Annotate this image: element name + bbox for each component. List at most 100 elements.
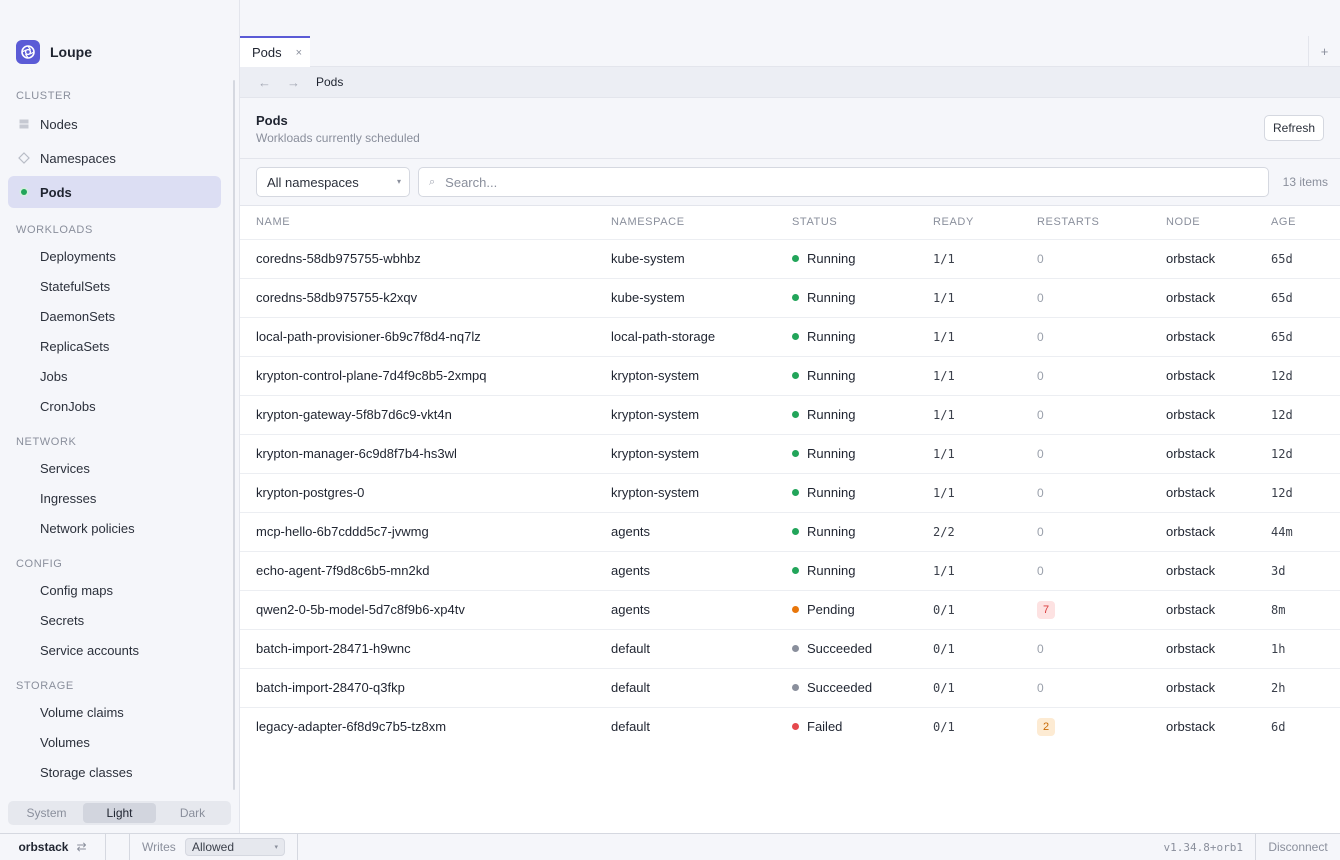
- pod-ready: 1/1: [917, 316, 1021, 356]
- pod-ready: 0/1: [917, 706, 1021, 746]
- sidebar-item-pods[interactable]: Pods: [8, 176, 221, 208]
- sidebar-item-nodes[interactable]: Nodes: [8, 108, 221, 140]
- sidebar-item-daemonsets[interactable]: DaemonSets: [8, 300, 221, 332]
- table-row[interactable]: qwen2-0-5b-model-5d7c8f9b6-xp4tv agents Pe…: [240, 589, 1340, 629]
- status-divider: [106, 834, 130, 860]
- table-row[interactable]: coredns-58db975755-wbhbz kube-system Runni…: [240, 238, 1340, 278]
- sidebar-item-label: Storage classes: [40, 764, 133, 780]
- sidebar-item-volume-claims[interactable]: Volume claims: [8, 696, 221, 728]
- pod-status: Running: [776, 238, 917, 278]
- status-divider: [297, 834, 298, 860]
- sidebar-item-ingresses[interactable]: Ingresses: [8, 482, 221, 514]
- sidebar-item-secrets[interactable]: Secrets: [8, 604, 221, 636]
- pod-ready: 0/1: [917, 628, 1021, 668]
- tab-pods[interactable]: Pods ×: [240, 36, 310, 67]
- table-row[interactable]: local-path-provisioner-6b9c7f8d4-nq7lz lo…: [240, 316, 1340, 356]
- table-row[interactable]: batch-import-28471-h9wnc default Succeeded…: [240, 628, 1340, 668]
- status-dot-icon: [792, 723, 799, 731]
- table-row[interactable]: mcp-hello-6b7cddd5c7-jvwmg agents Running 2…: [240, 511, 1340, 551]
- back-arrow-icon[interactable]: ←: [258, 74, 271, 90]
- disconnect-button[interactable]: Disconnect: [1255, 834, 1340, 860]
- column-header-name[interactable]: NAME: [256, 216, 291, 229]
- pod-ready: 1/1: [917, 433, 1021, 473]
- column-header-age[interactable]: AGE: [1271, 216, 1297, 229]
- sidebar-item-replicasets[interactable]: ReplicaSets: [8, 330, 221, 362]
- theme-option-light[interactable]: Light: [83, 803, 156, 823]
- sidebar-item-statefulsets[interactable]: StatefulSets: [8, 270, 221, 302]
- namespace-select[interactable]: All namespaces ▾: [256, 167, 410, 197]
- breadcrumb-current: Pods: [316, 75, 344, 89]
- theme-option-dark[interactable]: Dark: [179, 806, 206, 820]
- search-input[interactable]: ⌕ Search...: [418, 167, 1269, 197]
- pod-status: Running: [776, 316, 917, 356]
- pod-node: orbstack: [1150, 628, 1255, 668]
- status-dot-icon: [792, 489, 799, 497]
- pod-ready: 2/2: [917, 511, 1021, 551]
- namespace-select-value: All namespaces: [267, 174, 359, 190]
- pod-namespace: default: [595, 706, 776, 746]
- sidebar-item-network-policies[interactable]: Network policies: [8, 512, 221, 544]
- status-text: Running: [807, 251, 856, 266]
- writes-select[interactable]: Allowed ▾: [185, 838, 285, 856]
- pod-name: mcp-hello-6b7cddd5c7-jvwmg: [240, 511, 595, 551]
- sidebar-item-config-maps[interactable]: Config maps: [8, 574, 221, 606]
- table-row[interactable]: krypton-control-plane-7d4f9c8b5-2xmpq kry…: [240, 355, 1340, 395]
- pod-status: Running: [776, 472, 917, 512]
- restarts-badge: 2: [1037, 717, 1055, 736]
- status-dot-icon: [792, 567, 799, 575]
- column-header-status[interactable]: STATUS: [792, 216, 838, 229]
- pod-name: legacy-adapter-6f8d9c7b5-tz8xm: [240, 706, 595, 746]
- table-row[interactable]: krypton-postgres-0 krypton-system Running 1…: [240, 472, 1340, 512]
- table-row[interactable]: echo-agent-7f9d8c6b5-mn2kd agents Running 1…: [240, 550, 1340, 590]
- table-row[interactable]: coredns-58db975755-k2xqv kube-system Runni…: [240, 277, 1340, 317]
- pod-status: Succeeded: [776, 628, 917, 668]
- forward-arrow-icon[interactable]: →: [287, 74, 300, 90]
- refresh-button[interactable]: Refresh: [1264, 115, 1324, 141]
- sidebar-item-deployments[interactable]: Deployments: [8, 240, 221, 272]
- context-switcher[interactable]: orbstack ⇄: [0, 834, 106, 860]
- sidebar-item-service-accounts[interactable]: Service accounts: [8, 634, 221, 666]
- section-cluster: CLUSTER: [16, 90, 72, 102]
- pod-restarts: 0: [1021, 667, 1150, 707]
- sidebar-item-label: Network policies: [40, 520, 135, 536]
- sidebar-item-cronjobs[interactable]: CronJobs: [8, 390, 221, 422]
- sidebar-scrollbar[interactable]: [233, 80, 235, 790]
- version-text: v1.34.8+orb1: [1163, 840, 1243, 854]
- table-row[interactable]: legacy-adapter-6f8d9c7b5-tz8xm default Fai…: [240, 706, 1340, 746]
- pod-namespace: kube-system: [595, 277, 776, 317]
- pod-status: Succeeded: [776, 667, 917, 707]
- new-tab-button[interactable]: +: [1308, 36, 1340, 67]
- pod-age: 2h: [1255, 667, 1340, 707]
- sidebar-item-namespaces[interactable]: Namespaces: [8, 142, 221, 174]
- column-header-namespace[interactable]: NAMESPACE: [611, 216, 685, 229]
- pod-ready: 0/1: [917, 589, 1021, 629]
- section-storage: STORAGE: [16, 680, 74, 692]
- pod-node: orbstack: [1150, 238, 1255, 278]
- close-icon[interactable]: ×: [295, 46, 303, 59]
- sidebar-item-services[interactable]: Services: [8, 452, 221, 484]
- pod-namespace: agents: [595, 511, 776, 551]
- sidebar-nav: Loupe CLUSTER Nodes Namespaces Pods WORK…: [0, 0, 240, 793]
- table-row[interactable]: krypton-manager-6c9d8f7b4-hs3wl krypton-s…: [240, 433, 1340, 473]
- sidebar-item-jobs[interactable]: Jobs: [8, 360, 221, 392]
- theme-switcher: System Light Dark: [8, 801, 231, 825]
- table-row[interactable]: krypton-gateway-5f8b7d6c9-vkt4n krypton-s…: [240, 394, 1340, 434]
- pods-table: NAME NAMESPACE STATUS READY RESTARTS NOD…: [240, 206, 1340, 746]
- sidebar-item-storage-classes[interactable]: Storage classes: [8, 756, 221, 788]
- column-header-ready[interactable]: READY: [933, 216, 974, 229]
- pod-status: Running: [776, 511, 917, 551]
- table-row[interactable]: batch-import-28470-q3fkp default Succeeded…: [240, 667, 1340, 707]
- column-header-node[interactable]: NODE: [1166, 216, 1201, 229]
- item-count: 13 items: [1282, 175, 1328, 189]
- theme-option-system[interactable]: System: [26, 806, 67, 820]
- pod-age: 3d: [1255, 550, 1340, 590]
- pod-node: orbstack: [1150, 589, 1255, 629]
- pod-ready: 1/1: [917, 394, 1021, 434]
- pod-ready: 0/1: [917, 667, 1021, 707]
- section-config: CONFIG: [16, 558, 63, 570]
- sidebar-item-label: Namespaces: [40, 150, 116, 166]
- sidebar-item-volumes[interactable]: Volumes: [8, 726, 221, 758]
- column-header-restarts[interactable]: RESTARTS: [1037, 216, 1100, 229]
- search-placeholder: Search...: [445, 174, 498, 190]
- status-dot-icon: [792, 411, 799, 419]
